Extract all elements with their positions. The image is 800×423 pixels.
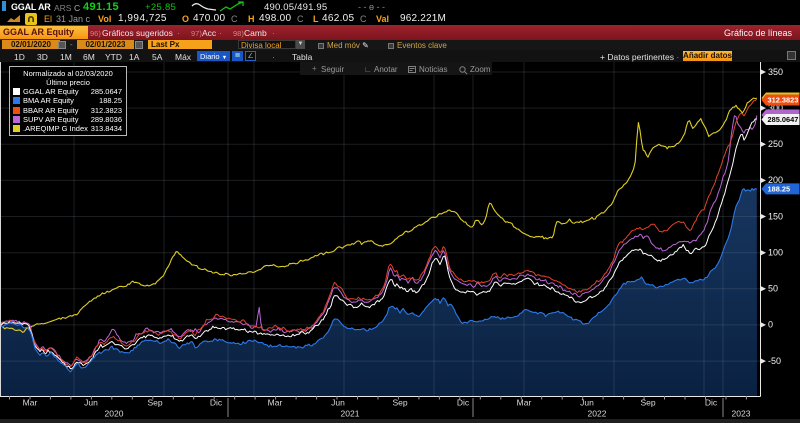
svg-text:250: 250 — [768, 139, 783, 149]
svg-text:100: 100 — [768, 248, 783, 258]
svg-text:300: 300 — [768, 103, 783, 113]
svg-text:150: 150 — [768, 211, 783, 221]
svg-text:Jun: Jun — [84, 398, 98, 408]
svg-text:0: 0 — [768, 320, 773, 330]
svg-text:Sep: Sep — [392, 398, 407, 408]
svg-text:Sep: Sep — [640, 398, 655, 408]
svg-text:Mar: Mar — [23, 398, 38, 408]
svg-text:50: 50 — [768, 284, 778, 294]
svg-text:Sep: Sep — [147, 398, 162, 408]
svg-text:Dic: Dic — [457, 398, 470, 408]
svg-text:188.25: 188.25 — [768, 185, 791, 194]
svg-text:-50: -50 — [768, 356, 781, 366]
svg-text:2021: 2021 — [341, 409, 360, 419]
svg-text:200: 200 — [768, 175, 783, 185]
svg-text:Dic: Dic — [705, 398, 718, 408]
svg-text:312.3823: 312.3823 — [768, 96, 799, 105]
svg-text:285.0647: 285.0647 — [768, 115, 799, 124]
svg-text:Mar: Mar — [517, 398, 532, 408]
svg-text:350: 350 — [768, 67, 783, 77]
svg-text:Jun: Jun — [580, 398, 594, 408]
svg-text:2023: 2023 — [732, 409, 751, 419]
svg-text:Mar: Mar — [268, 398, 283, 408]
svg-text:2020: 2020 — [105, 409, 124, 419]
svg-text:Jun: Jun — [331, 398, 345, 408]
svg-text:2022: 2022 — [588, 409, 607, 419]
svg-text:Dic: Dic — [210, 398, 223, 408]
